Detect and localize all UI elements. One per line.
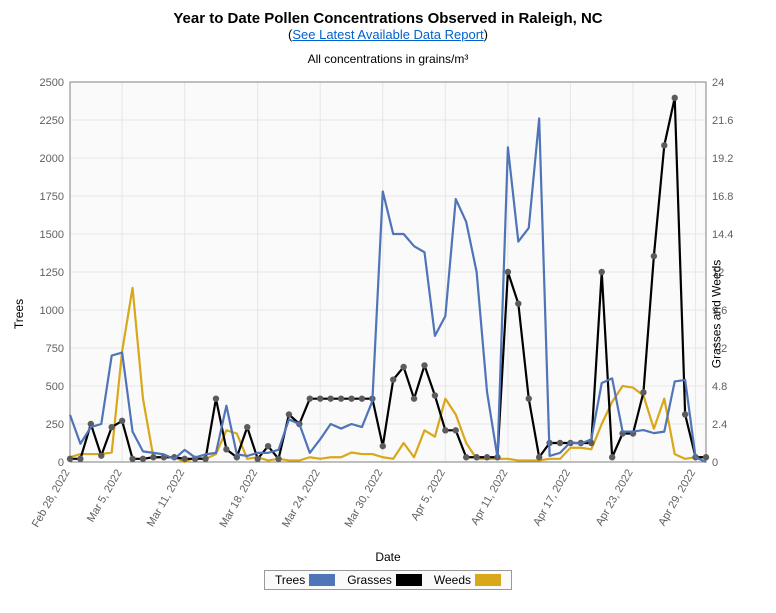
svg-text:750: 750	[46, 343, 64, 355]
legend-item-weeds: Weeds	[434, 573, 501, 587]
svg-text:500: 500	[46, 381, 64, 393]
svg-text:Mar 5, 2022: Mar 5, 2022	[85, 468, 125, 525]
paren-close: )	[484, 27, 488, 42]
svg-text:1750: 1750	[40, 191, 64, 203]
svg-text:24: 24	[712, 77, 724, 89]
svg-text:0: 0	[58, 457, 64, 469]
svg-text:1250: 1250	[40, 267, 64, 279]
svg-text:1500: 1500	[40, 229, 64, 241]
latest-report-link[interactable]: See Latest Available Data Report	[292, 27, 483, 42]
svg-text:Mar 24, 2022: Mar 24, 2022	[280, 468, 323, 530]
pollen-chart: Year to Date Pollen Concentrations Obser…	[10, 10, 766, 590]
svg-text:14.4: 14.4	[712, 229, 733, 241]
svg-text:Apr 17, 2022: Apr 17, 2022	[531, 468, 573, 529]
svg-text:16.8: 16.8	[712, 191, 733, 203]
svg-text:21.6: 21.6	[712, 115, 733, 127]
svg-text:Apr 5, 2022: Apr 5, 2022	[409, 468, 448, 523]
subtitle-link-line: (See Latest Available Data Report)	[10, 27, 766, 42]
y-axis-right-label: Grasses and Weeds	[709, 260, 723, 369]
svg-text:0: 0	[712, 457, 718, 469]
title-block: Year to Date Pollen Concentrations Obser…	[10, 10, 766, 66]
legend: Trees Grasses Weeds	[10, 570, 766, 590]
svg-text:1000: 1000	[40, 305, 64, 317]
legend-box: Trees Grasses Weeds	[264, 570, 512, 590]
plot-area: Trees Grasses and Weeds 0 250 500 750 1000 12…	[10, 74, 766, 554]
svg-text:Apr 23, 2022: Apr 23, 2022	[594, 468, 636, 529]
svg-text:19.2: 19.2	[712, 153, 733, 165]
legend-swatch	[475, 574, 501, 586]
y-axis-left-label: Trees	[12, 299, 26, 329]
svg-text:2000: 2000	[40, 153, 64, 165]
legend-label: Weeds	[434, 573, 471, 587]
chart-title: Year to Date Pollen Concentrations Obser…	[10, 10, 766, 27]
units-subtitle: All concentrations in grains/m³	[10, 52, 766, 66]
svg-text:Apr 29, 2022: Apr 29, 2022	[656, 468, 698, 529]
legend-item-trees: Trees	[275, 573, 335, 587]
svg-text:4.8: 4.8	[712, 381, 727, 393]
svg-text:Apr 11, 2022: Apr 11, 2022	[469, 467, 510, 527]
svg-text:250: 250	[46, 419, 64, 431]
chart-svg: 0 250 500 750 1000 1250 1500 1750 2000 2250 2500 0 2…	[10, 74, 766, 554]
svg-text:2500: 2500	[40, 77, 64, 89]
legend-swatch	[396, 574, 422, 586]
svg-text:Feb 28, 2022: Feb 28, 2022	[30, 468, 73, 530]
legend-swatch	[309, 574, 335, 586]
legend-label: Grasses	[347, 573, 392, 587]
svg-text:Mar 30, 2022: Mar 30, 2022	[343, 468, 386, 530]
svg-text:2250: 2250	[40, 115, 64, 127]
legend-label: Trees	[275, 573, 305, 587]
legend-item-grasses: Grasses	[347, 573, 422, 587]
svg-text:Mar 11, 2022: Mar 11, 2022	[145, 468, 187, 529]
svg-text:Mar 18, 2022: Mar 18, 2022	[217, 468, 260, 530]
svg-text:2.4: 2.4	[712, 419, 727, 431]
